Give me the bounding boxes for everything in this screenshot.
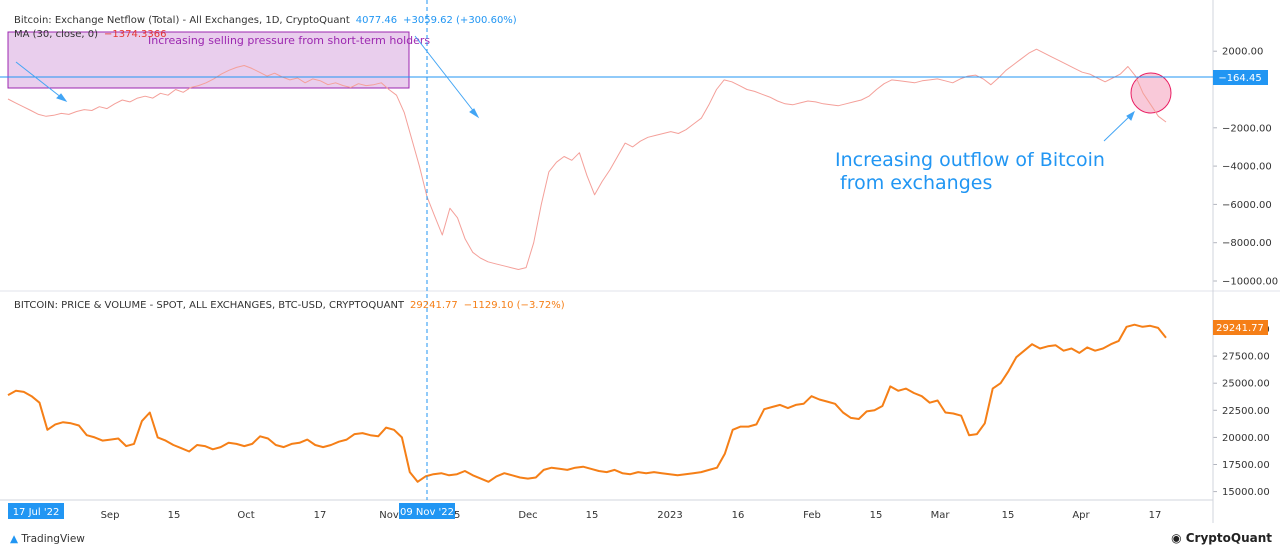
cryptoquant-logo: ◉ CryptoQuant	[1171, 531, 1272, 545]
start-date-tag-text: 17 Jul '22	[13, 507, 60, 518]
price-y-axis: 30000.0027500.0025000.0022500.0020000.00…	[1213, 325, 1270, 498]
arrow-crash	[414, 35, 480, 119]
ma-legend-value: −1374.3366	[104, 29, 167, 40]
x-tick-label: 15	[1002, 510, 1015, 521]
netflow-legend-value: 4077.46	[355, 15, 398, 26]
netflow-price-tag	[1213, 70, 1268, 85]
netflow-ytick-label: −2000.00	[1222, 123, 1272, 134]
arrow-outflow	[1103, 110, 1135, 142]
netflow-ytick-label: −4000.00	[1222, 162, 1272, 173]
price-price-tag-text: 29241.77	[1216, 323, 1264, 334]
price-ytick-label: 17500.00	[1222, 460, 1270, 471]
crosshair-date-tag	[399, 503, 455, 519]
arrow-box-left	[15, 61, 68, 102]
x-tick-label: 17	[1149, 510, 1162, 521]
netflow-price-tag-text: −164.45	[1218, 73, 1261, 84]
price-legend-title: BITCOIN: PRICE & VOLUME - SPOT, ALL EXCH…	[14, 300, 405, 311]
x-tick-label: Dec	[518, 510, 537, 521]
tradingview-label: TradingView	[21, 533, 85, 545]
netflow-y-axis: 2000.00 −2000.00 −4000.00 −6000.00 −8000.00 −…	[1213, 47, 1278, 288]
price-legend-change: −1129.10 (−3.72%)	[463, 300, 565, 311]
cryptoquant-label: CryptoQuant	[1185, 531, 1272, 545]
price-price-tag	[1213, 320, 1268, 335]
x-tick-label: Mar	[931, 510, 951, 521]
price-ytick-label: 25000.00	[1222, 379, 1270, 390]
x-tick-label: 15	[870, 510, 883, 521]
price-series	[7, 323, 1167, 483]
ma-legend-label: MA (30, close, 0)	[14, 29, 99, 40]
price-ytick-label: 15000.00	[1222, 487, 1270, 498]
netflow-ytick-label: −8000.00	[1222, 238, 1272, 249]
crosshair-date-tag-text: 09 Nov '22	[400, 507, 454, 518]
tradingview-logo[interactable]: ▲ TradingView	[10, 533, 85, 545]
netflow-line	[7, 48, 1167, 270]
netflow-ytick-label: 2000.00	[1222, 47, 1263, 58]
netflow-ytick-label: −6000.00	[1222, 200, 1272, 211]
x-tick-label: Nov	[379, 510, 399, 521]
netflow-series	[7, 48, 1167, 270]
tradingview-icon: ▲	[10, 533, 19, 545]
netflow-ytick-label: −10000.00	[1222, 277, 1278, 288]
x-tick-label: Oct	[237, 510, 254, 521]
selling-pressure-text: Increasing selling pressure from short-t…	[148, 34, 430, 47]
x-tick-label: 17	[314, 510, 327, 521]
x-tick-label: 15	[586, 510, 599, 521]
netflow-legend: Bitcoin: Exchange Netflow (Total) - All …	[14, 15, 517, 26]
x-tick-label: 15	[168, 510, 181, 521]
outflow-text-line1: Increasing outflow of Bitcoin	[835, 149, 1105, 171]
x-tick-label: 16	[732, 510, 745, 521]
x-axis: Sep15Oct17Nov15Dec15202316Feb15Mar15Apr1…	[101, 510, 1162, 521]
price-legend: BITCOIN: PRICE & VOLUME - SPOT, ALL EXCH…	[14, 300, 565, 311]
price-ytick-label: 27500.00	[1222, 352, 1270, 363]
selling-pressure-box	[7, 31, 410, 89]
ma-legend: MA (30, close, 0) −1374.3366	[14, 29, 166, 40]
netflow-legend-title: Bitcoin: Exchange Netflow (Total) - All …	[14, 15, 350, 26]
x-tick-label: Feb	[803, 510, 821, 521]
x-tick-label: Apr	[1072, 510, 1090, 521]
x-tick-label: Sep	[101, 510, 120, 521]
price-ytick-label: 22500.00	[1222, 406, 1270, 417]
x-tick-label: 2023	[657, 510, 682, 521]
price-legend-value: 29241.77	[410, 300, 458, 311]
outflow-circle	[1130, 72, 1172, 114]
cryptoquant-icon: ◉	[1171, 531, 1182, 545]
start-date-tag	[8, 503, 64, 519]
outflow-text-line2: from exchanges	[840, 172, 992, 194]
price-ytick-label: 20000.00	[1222, 433, 1270, 444]
price-line	[7, 323, 1167, 483]
netflow-legend-change: +3059.62 (+300.60%)	[403, 15, 517, 26]
